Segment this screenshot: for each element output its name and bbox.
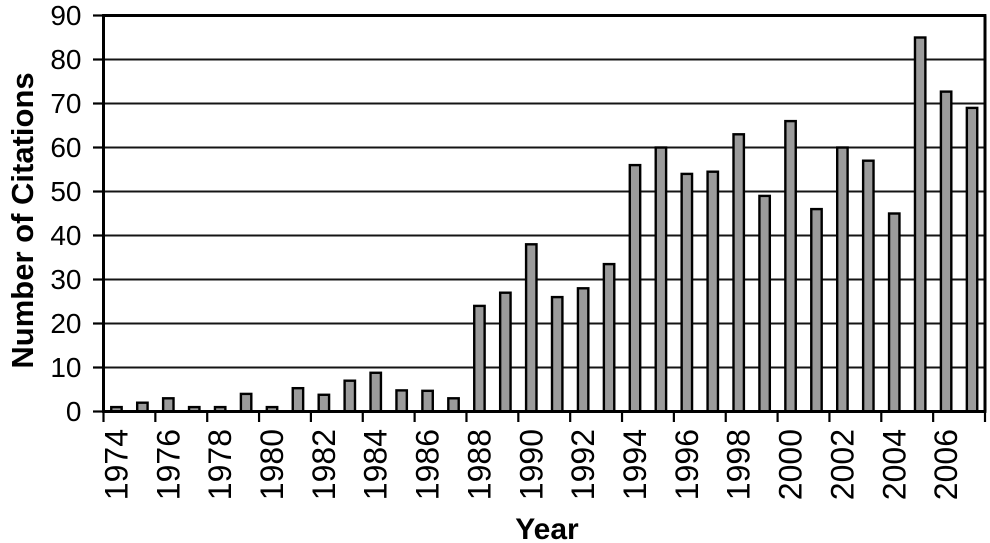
svg-text:1988: 1988: [461, 429, 497, 500]
svg-text:2006: 2006: [928, 429, 964, 500]
svg-text:90: 90: [50, 0, 81, 31]
svg-text:2004: 2004: [876, 429, 912, 500]
svg-text:1996: 1996: [669, 429, 705, 500]
svg-text:0: 0: [66, 396, 82, 427]
svg-text:1982: 1982: [306, 429, 342, 500]
svg-text:1992: 1992: [565, 429, 601, 500]
svg-text:1978: 1978: [202, 429, 238, 500]
svg-text:1998: 1998: [721, 429, 757, 500]
svg-text:70: 70: [50, 88, 81, 119]
svg-text:Number of Citations: Number of Citations: [5, 72, 40, 368]
svg-text:40: 40: [50, 220, 81, 251]
svg-text:1976: 1976: [150, 429, 186, 500]
svg-text:1980: 1980: [254, 429, 290, 500]
svg-text:1984: 1984: [358, 429, 394, 500]
svg-text:50: 50: [50, 176, 81, 207]
svg-text:Year: Year: [515, 513, 579, 543]
svg-text:10: 10: [50, 352, 81, 383]
svg-text:60: 60: [50, 132, 81, 163]
svg-text:1974: 1974: [98, 429, 134, 500]
svg-text:1986: 1986: [410, 429, 446, 500]
svg-text:80: 80: [50, 44, 81, 75]
svg-text:2002: 2002: [824, 429, 860, 500]
svg-text:2000: 2000: [773, 429, 809, 500]
svg-text:1994: 1994: [617, 429, 653, 500]
svg-text:1990: 1990: [513, 429, 549, 500]
svg-text:20: 20: [50, 308, 81, 339]
svg-text:30: 30: [50, 264, 81, 295]
